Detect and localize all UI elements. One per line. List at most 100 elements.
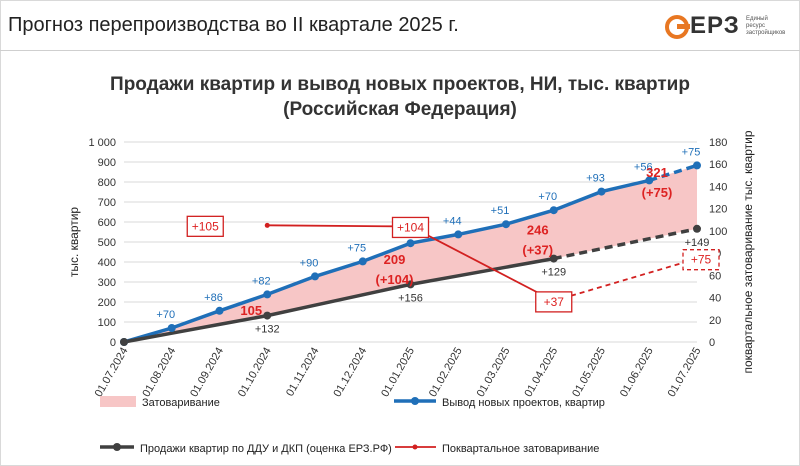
- overstock-delta-label: (+104): [376, 272, 414, 287]
- dark-point: [549, 254, 558, 263]
- y-tick-right: 140: [709, 181, 727, 193]
- blue-line-actual: [123, 178, 650, 344]
- dark-point-label: +149: [685, 237, 710, 249]
- y-tick-left: 1 000: [88, 137, 116, 149]
- red-box: [186, 215, 224, 237]
- y-tick-right: 160: [709, 159, 727, 171]
- dark-point: [693, 224, 701, 233]
- red-box-label: +105: [192, 219, 219, 233]
- x-tick-label: 01.02.2025: [427, 346, 465, 400]
- legend-label-red: Поквартальное затоваривание: [442, 443, 599, 455]
- overstock-delta-label: (+75): [642, 185, 673, 200]
- blue-point-label: +51: [491, 205, 510, 217]
- blue-point: [406, 239, 415, 248]
- dark-point-label: +129: [541, 267, 566, 279]
- blue-line-forecast: [648, 163, 698, 183]
- blue-point: [263, 290, 272, 299]
- overstock-delta-label: (+37): [522, 242, 553, 257]
- blue-point: [597, 187, 606, 196]
- legend-marker-dark: [113, 443, 121, 451]
- blue-point-label: +93: [586, 173, 605, 185]
- dark-point: [406, 280, 415, 289]
- red-box-label: +104: [397, 220, 424, 234]
- y-tick-left: 0: [110, 337, 116, 349]
- red-box: [391, 216, 430, 239]
- y-tick-right: 60: [709, 270, 721, 282]
- blue-point: [311, 272, 319, 281]
- y-axis-title-left: тыс. квартир: [67, 207, 81, 278]
- overstock-value-label: 246: [527, 222, 549, 237]
- legend-swatch-area: [100, 396, 136, 407]
- logo-text: ЕРЗ: [690, 12, 740, 39]
- blue-point: [454, 230, 463, 239]
- page-title: Прогноз перепроизводства во II квартале …: [8, 14, 459, 36]
- x-tick-label: 01.10.2024: [236, 346, 274, 400]
- legend-label-blue: Вывод новых проектов, квартир: [442, 397, 605, 409]
- x-tick-label: 01.01.2025: [379, 346, 417, 400]
- x-tick-label: 01.05.2025: [570, 346, 608, 400]
- blue-point: [358, 257, 367, 266]
- blue-point: [549, 206, 558, 215]
- blue-point-label: +56: [634, 161, 653, 173]
- legend-label-area: Затоваривание: [142, 397, 220, 409]
- red-line-forecast: [553, 257, 698, 302]
- overstock-value-label: 321: [646, 165, 668, 180]
- x-tick-label: 01.06.2025: [618, 346, 656, 400]
- x-tick-label: 01.07.2024: [93, 346, 131, 400]
- y-tick-left: 600: [98, 217, 116, 229]
- overstock-value-label: 105: [240, 303, 262, 318]
- red-box-label: +37: [544, 295, 565, 309]
- blue-point: [693, 161, 701, 170]
- y-tick-left: 800: [98, 177, 116, 189]
- x-tick-label: 01.11.2024: [284, 346, 322, 399]
- chart-title-line1: Продажи квартир и вывод новых проектов, …: [110, 74, 690, 95]
- dark-line-forecast: [553, 227, 698, 261]
- blue-point-label: +70: [156, 309, 175, 321]
- y-tick-left: 400: [98, 257, 116, 269]
- y-tick-left: 300: [98, 277, 116, 289]
- blue-point-label: +90: [300, 257, 319, 269]
- legend-label-dark: Продажи квартир по ДДУ и ДКП (оценка ЕРЗ…: [140, 443, 392, 455]
- overstock-value-label: 209: [384, 252, 406, 267]
- y-tick-right: 100: [709, 226, 727, 238]
- dark-point: [263, 311, 272, 320]
- x-tick-label: 01.03.2025: [475, 346, 513, 400]
- logo-tagline-2: ресурс: [746, 23, 765, 29]
- red-box-label: +75: [691, 253, 712, 267]
- y-tick-left: 100: [98, 317, 116, 329]
- blue-point-label: +70: [538, 191, 557, 203]
- y-tick-left: 200: [98, 297, 116, 309]
- y-tick-right: 20: [709, 315, 721, 327]
- dark-point: [120, 338, 128, 346]
- red-box: [535, 291, 573, 313]
- red-box: [682, 249, 720, 271]
- blue-point-label: +75: [347, 242, 366, 254]
- dark-line-actual: [123, 256, 555, 344]
- blue-point-label: +44: [443, 215, 462, 227]
- blue-point: [167, 324, 176, 332]
- blue-point-label: +75: [682, 146, 701, 158]
- logo-mark-icon: [665, 15, 690, 39]
- header-divider: [0, 50, 800, 51]
- logo-tagline-3: застройщиков: [746, 30, 786, 36]
- logo-tagline: Единый ресурс застройщиков: [746, 16, 796, 37]
- y-tick-right: 40: [709, 293, 721, 305]
- erz-logo: ЕРЗ Единый ресурс застройщиков: [664, 12, 794, 42]
- x-tick-label: 01.09.2024: [188, 346, 226, 400]
- legend-marker-blue: [411, 397, 419, 405]
- blue-point-label: +86: [204, 292, 223, 304]
- dark-point-label: +132: [255, 324, 280, 336]
- logo-tagline-1: Единый: [746, 16, 768, 22]
- y-tick-right: 180: [709, 137, 727, 149]
- y-tick-right: 0: [709, 337, 715, 349]
- x-tick-label: 01.07.2025: [666, 346, 704, 400]
- blue-point: [645, 176, 654, 185]
- y-tick-right: 120: [709, 204, 727, 216]
- red-point: [264, 222, 270, 228]
- legend-marker-red: [412, 444, 418, 450]
- x-tick-label: 01.04.2025: [522, 346, 560, 400]
- x-tick-label: 01.08.2024: [140, 346, 178, 400]
- x-tick-label: 01.12.2024: [331, 346, 369, 400]
- y-tick-left: 500: [98, 237, 116, 249]
